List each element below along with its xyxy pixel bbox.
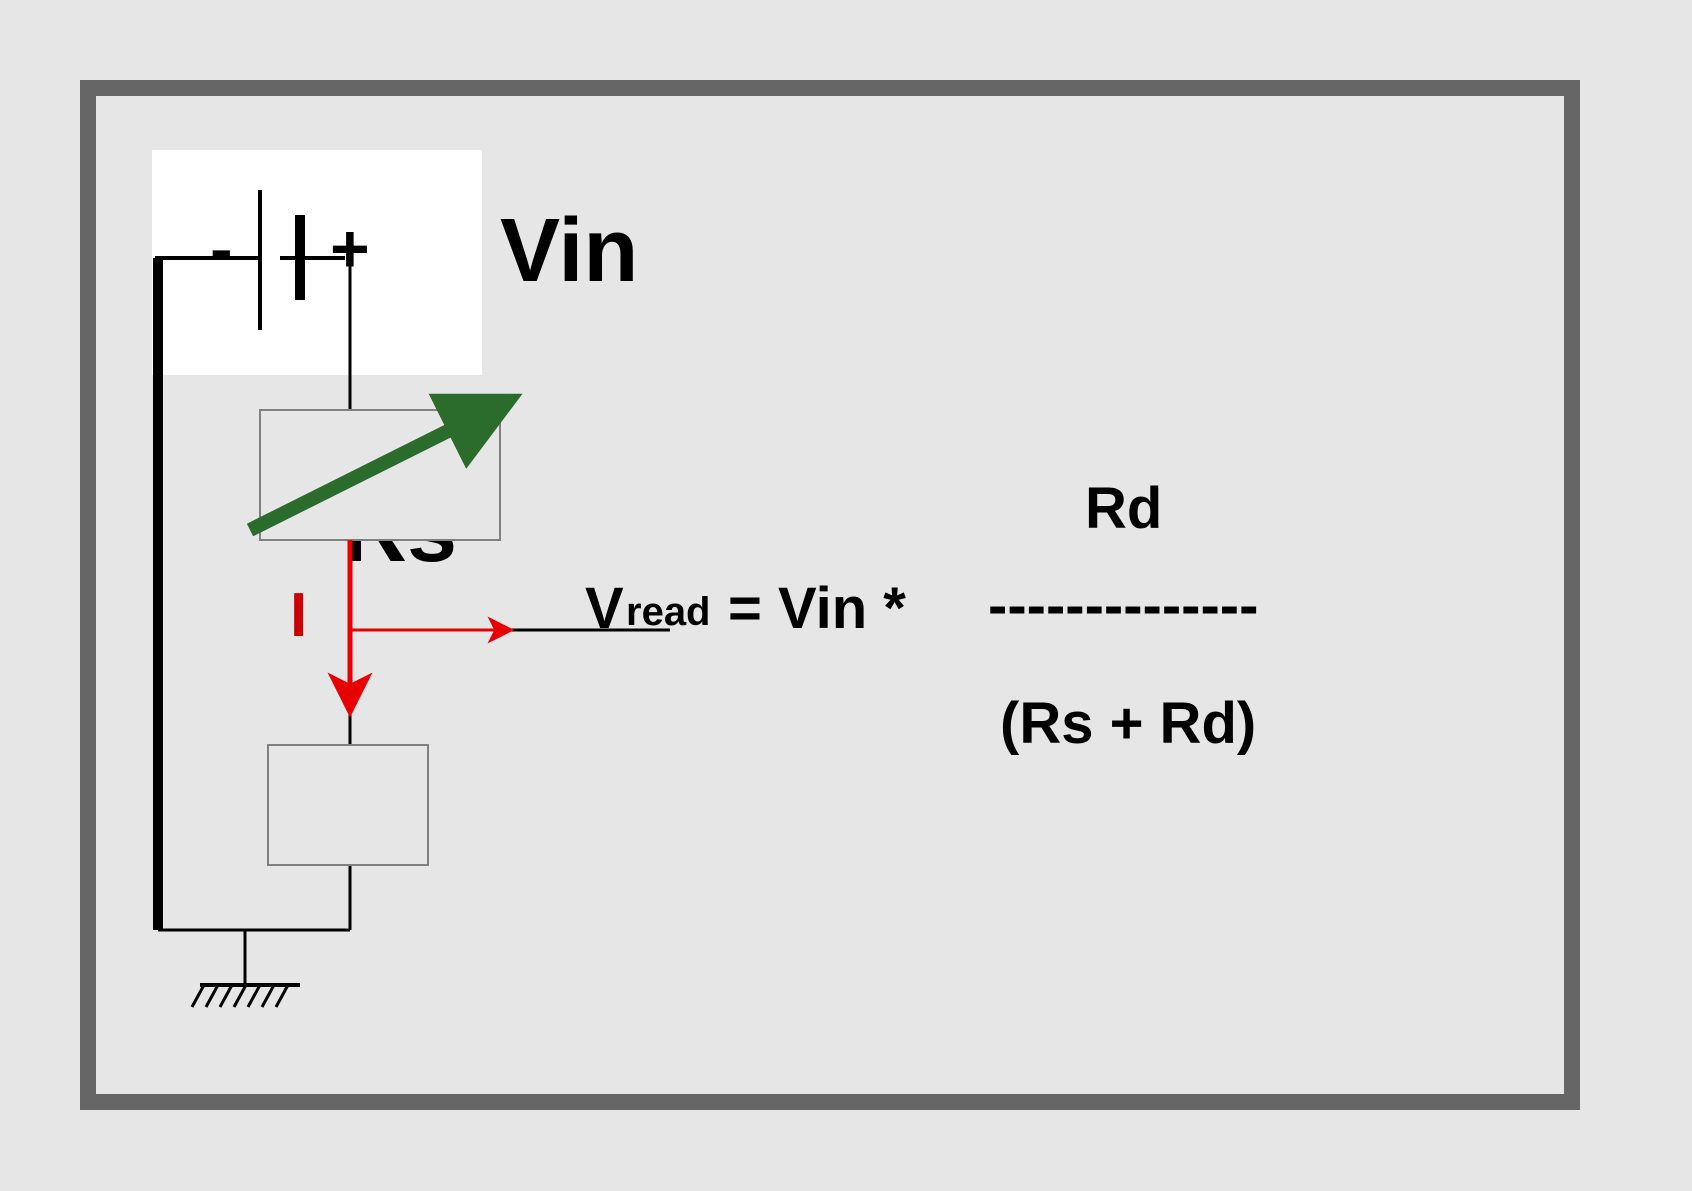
current-i-label: I <box>290 580 307 651</box>
rs-label: Rs <box>342 480 457 583</box>
battery-plus: + <box>330 210 370 288</box>
battery-box <box>152 150 482 375</box>
eq-denominator: (Rs + Rd) <box>1000 690 1256 757</box>
vin-label: Vin <box>500 200 638 303</box>
eq-vread-v: V <box>585 575 624 642</box>
eq-rd-numerator: Rd <box>1085 475 1162 542</box>
eq-fraction-dashes: -------------- <box>988 572 1258 639</box>
eq-vin-star: = Vin * <box>728 575 906 642</box>
eq-vread-sub: read <box>626 590 711 635</box>
battery-minus: - <box>210 210 233 288</box>
rd-label: Rd <box>312 800 395 871</box>
